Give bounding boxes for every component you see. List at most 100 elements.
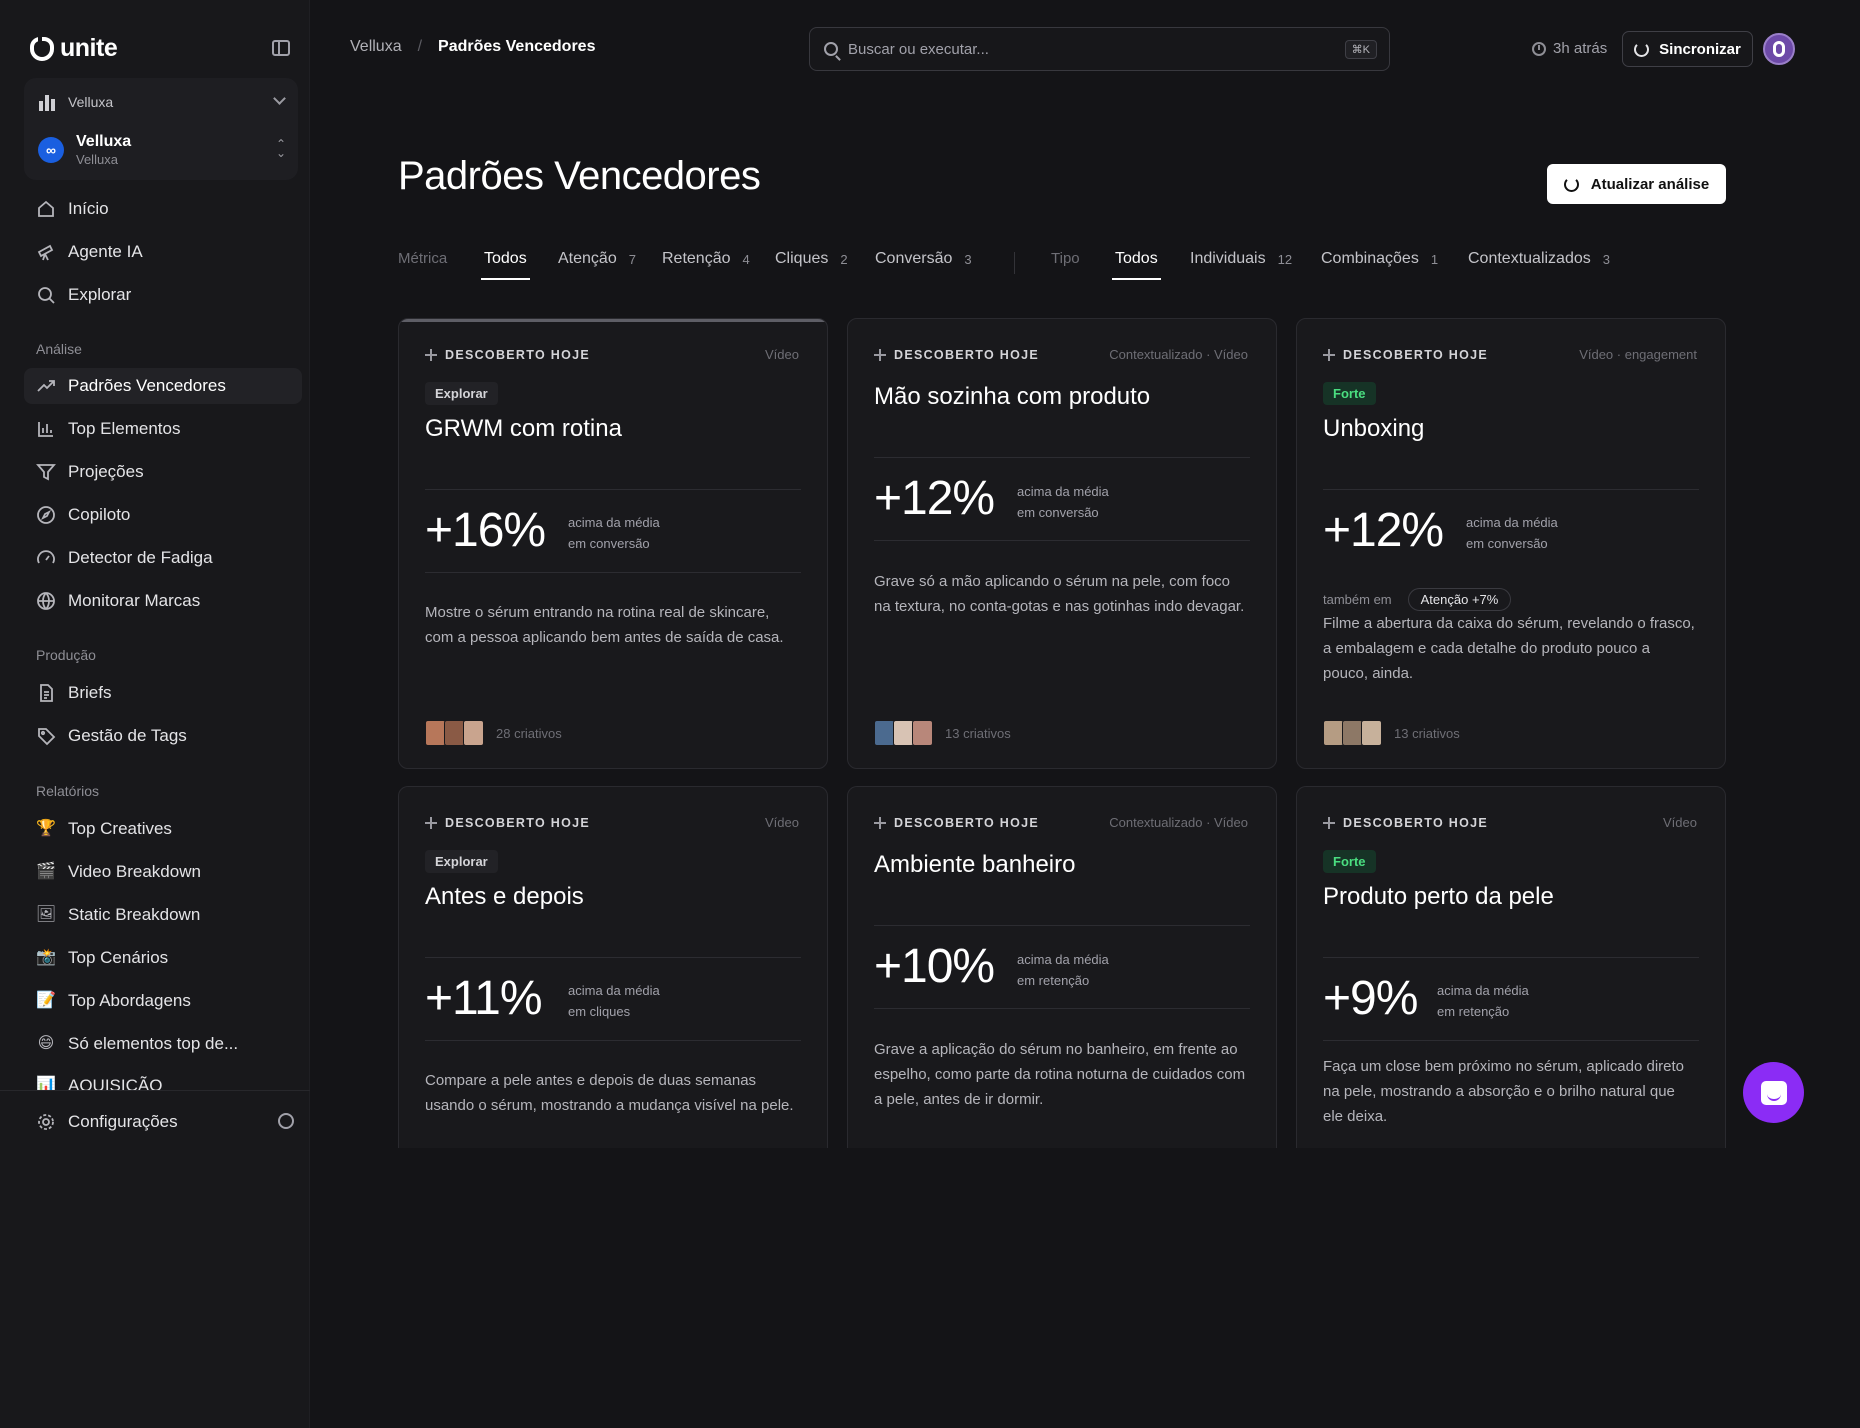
nav-aquisicao[interactable]: 📊 AQUISIÇÃO — [24, 1069, 302, 1091]
pattern-card[interactable]: DESCOBERTO HOJE Vídeo Explorar GRWM com r… — [398, 318, 828, 769]
metric-tab-todos[interactable]: Todos — [481, 250, 530, 280]
nav-projecoes[interactable]: Projeções — [24, 454, 302, 490]
nav-detector-fadiga[interactable]: Detector de Fadiga — [24, 540, 302, 576]
sync-button[interactable]: Sincronizar — [1622, 31, 1753, 67]
nav-label: Monitorar Marcas — [68, 591, 201, 610]
section-producao: Produção — [36, 647, 96, 663]
pattern-card[interactable]: DESCOBERTO HOJE Vídeo Explorar Antes e de… — [398, 786, 828, 1148]
sidebar-toggle-icon[interactable] — [272, 40, 290, 56]
workspace-name: Velluxa — [68, 94, 114, 110]
metric-tab-cliques[interactable]: Cliques 2 — [775, 250, 848, 280]
nav-top-elementos[interactable]: Top Elementos — [24, 411, 302, 447]
nav-label: Briefs — [68, 683, 112, 702]
type-tab-todos[interactable]: Todos — [1112, 250, 1161, 280]
card-description: Grave a aplicação do sérum no banheiro, … — [874, 1041, 1246, 1108]
smile-icon: 😄 — [37, 1035, 55, 1052]
nav-top-creatives[interactable]: 🏆 Top Creatives — [24, 811, 302, 847]
creative-thumbnail — [1342, 720, 1363, 746]
card-divider — [1323, 489, 1699, 490]
nav-top-abordagens[interactable]: 📝 Top Abordagens — [24, 983, 302, 1019]
creative-thumbnails[interactable]: 13 criativos — [874, 720, 1011, 746]
nav-copiloto[interactable]: Copiloto — [24, 497, 302, 533]
card-divider — [1323, 957, 1699, 958]
chat-launcher-button[interactable] — [1743, 1062, 1804, 1123]
nav-top-cenarios[interactable]: 📸 Top Cenários — [24, 940, 302, 976]
account-select[interactable]: ∞ Velluxa Velluxa ⌃ ⌄ — [38, 130, 288, 170]
creative-thumbnail — [912, 720, 933, 746]
nav-inicio[interactable]: Início — [24, 191, 302, 227]
nav-video-breakdown[interactable]: 🎬 Video Breakdown — [24, 854, 302, 890]
nav-configuracoes[interactable]: Configurações — [24, 1104, 254, 1140]
nav-briefs[interactable]: Briefs — [24, 675, 302, 711]
nav-label: Padrões Vencedores — [68, 376, 226, 395]
metric-description: acima da média em conversão — [1017, 481, 1109, 523]
nav-padroes-vencedores[interactable]: Padrões Vencedores — [24, 368, 302, 404]
pattern-card[interactable]: DESCOBERTO HOJE Vídeo · engagement Forte … — [1296, 318, 1726, 769]
tab-label: Todos — [484, 250, 527, 267]
bar-chart-icon — [36, 419, 56, 439]
also-in-pill[interactable]: Atenção +7% — [1407, 588, 1512, 611]
metric-tab-retencao[interactable]: Retenção 4 — [662, 250, 750, 280]
creative-thumbnail — [425, 720, 446, 746]
workspace-switcher: Velluxa ∞ Velluxa Velluxa ⌃ ⌄ — [24, 78, 298, 180]
metric-desc-line: em conversão — [1466, 536, 1548, 551]
tab-label: Individuais — [1190, 250, 1266, 267]
refresh-analysis-button[interactable]: Atualizar análise — [1547, 164, 1726, 204]
section-relatorios: Relatórios — [36, 783, 100, 799]
metric-desc-line: em conversão — [1017, 505, 1099, 520]
card-metric: +16% — [425, 504, 546, 557]
metric-tab-conversao[interactable]: Conversão 3 — [875, 250, 972, 280]
tab-count: 4 — [742, 252, 750, 267]
metric-tab-atencao[interactable]: Atenção 7 — [558, 250, 636, 280]
nav-label: Top Creatives — [68, 819, 172, 838]
tab-label: Retenção — [662, 250, 731, 267]
gauge-icon — [36, 548, 56, 568]
breadcrumb-separator: / — [417, 38, 423, 55]
card-title: GRWM com rotina — [425, 415, 622, 442]
nav-explorar[interactable]: Explorar — [24, 277, 302, 313]
user-avatar[interactable] — [1763, 33, 1795, 65]
workspace-select[interactable]: Velluxa — [38, 90, 288, 114]
nav-gestao-tags[interactable]: Gestão de Tags — [24, 718, 302, 754]
search-bar[interactable]: ⌘K — [809, 27, 1390, 71]
creative-thumbnails[interactable]: 13 criativos — [1323, 720, 1460, 746]
filter-bar: Métrica Todos Atenção 7 Retenção 4 Cliqu… — [398, 250, 1728, 284]
breadcrumb-root[interactable]: Velluxa — [350, 38, 402, 55]
card-type: Vídeo — [765, 347, 799, 362]
metric-description: acima da média em conversão — [1466, 512, 1558, 554]
explore-badge: Explorar — [425, 382, 498, 405]
nav-monitorar-marcas[interactable]: Monitorar Marcas — [24, 583, 302, 619]
nav-so-elementos-top[interactable]: 😄 Só elementos top de... — [24, 1026, 302, 1062]
creative-thumbnail — [893, 720, 914, 746]
creatives-count: 28 criativos — [496, 725, 562, 741]
nav-label: Explorar — [68, 285, 132, 304]
search-input[interactable] — [848, 40, 1335, 58]
explore-badge: Explorar — [425, 850, 498, 873]
tab-label: Cliques — [775, 250, 829, 267]
brand-logo[interactable]: unite — [30, 34, 118, 63]
theme-sun-icon[interactable] — [278, 1113, 294, 1129]
card-title: Produto perto da pele — [1323, 883, 1554, 910]
type-filter-label: Tipo — [1051, 250, 1080, 267]
sidebar-divider — [0, 1090, 310, 1091]
pattern-card[interactable]: DESCOBERTO HOJE Vídeo Forte Produto perto… — [1296, 786, 1726, 1148]
pattern-card[interactable]: DESCOBERTO HOJE Contextualizado · Vídeo A… — [847, 786, 1277, 1148]
last-sync-text: 3h atrás — [1553, 40, 1608, 57]
card-title: Mão sozinha com produto — [874, 383, 1151, 410]
type-tab-combinacoes[interactable]: Combinações 1 — [1321, 250, 1438, 280]
creative-thumbnail — [874, 720, 895, 746]
sparkle-icon — [1323, 816, 1335, 829]
discovered-label: DESCOBERTO HOJE — [894, 347, 1039, 362]
pattern-card[interactable]: DESCOBERTO HOJE Contextualizado · Vídeo M… — [847, 318, 1277, 769]
meta-logo-icon: ∞ — [38, 137, 64, 163]
gear-icon — [36, 1112, 56, 1132]
nav-label: Só elementos top de... — [68, 1034, 239, 1053]
creative-thumbnails[interactable]: 28 criativos — [425, 720, 562, 746]
nav-static-breakdown[interactable]: 🖼 Static Breakdown — [24, 897, 302, 933]
chart-icon: 📊 — [36, 1077, 56, 1092]
sidebar: unite Velluxa ∞ Velluxa Velluxa ⌃ ⌄ Iníci… — [0, 0, 310, 1428]
nav-agente-ia[interactable]: Agente IA — [24, 234, 302, 270]
refresh-icon — [1563, 176, 1579, 192]
type-tab-contextualizados[interactable]: Contextualizados 3 — [1468, 250, 1610, 280]
type-tab-individuais[interactable]: Individuais 12 — [1190, 250, 1292, 280]
